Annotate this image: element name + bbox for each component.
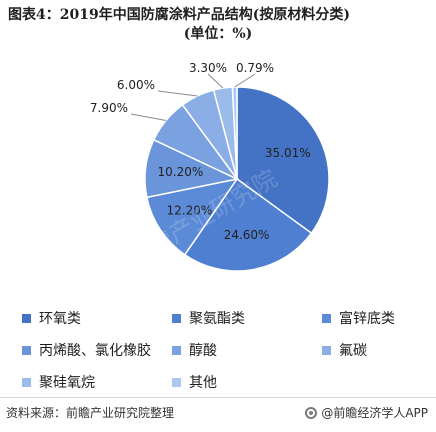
legend-item: 聚硅氧烷: [22, 372, 95, 392]
leader-line: [130, 113, 167, 121]
legend-label: 聚氨酯类: [189, 311, 245, 327]
leader-line: [207, 73, 224, 89]
slice-value-label: 7.90%: [90, 101, 128, 115]
legend-label: 其他: [189, 375, 217, 391]
pie-slice: [183, 177, 313, 272]
legend-swatch: [172, 345, 181, 355]
slice-value-label: 10.20%: [158, 165, 204, 179]
legend-label: 醇酸: [189, 343, 217, 359]
legend-swatch: [322, 313, 331, 323]
legend-swatch: [22, 377, 31, 387]
slice-value-label: 35.01%: [265, 146, 311, 160]
pie-slice: [236, 86, 330, 235]
legend-swatch: [22, 345, 31, 355]
legend-swatch: [22, 313, 31, 323]
slice-value-label: 0.79%: [236, 61, 274, 75]
legend-swatch: [322, 345, 331, 355]
legend-item: 氟碳: [322, 340, 367, 360]
source-note: 资料来源：前瞻产业研究院整理: [6, 406, 175, 420]
legend-item: 环氧类: [22, 308, 81, 328]
slice-value-label: 6.00%: [117, 78, 155, 92]
pie-chart: 35.01% 24.60% 12.20% 10.20% 7.90% 6.00% 3.30% 0…: [90, 61, 330, 272]
legend-label: 丙烯酸、氯化橡胶: [39, 343, 151, 359]
brand-text: @前瞻经济学人APP: [321, 406, 428, 420]
legend-swatch: [172, 377, 181, 387]
legend-item: 丙烯酸、氯化橡胶: [22, 340, 151, 360]
slice-value-label: 3.30%: [189, 61, 227, 75]
slice-value-label: 12.20%: [167, 203, 213, 217]
title-line-1: 图表4：2019年中国防腐涂料产品结构(按原材料分类): [8, 7, 350, 23]
leader-lines: [130, 73, 256, 121]
legend-label: 环氧类: [39, 311, 81, 327]
pie-slice: [145, 177, 239, 256]
legend-label: 氟碳: [339, 343, 367, 359]
legend-label: 聚硅氧烷: [39, 375, 95, 391]
legend-item: 富锌底类: [322, 308, 395, 328]
footer-divider: [0, 397, 436, 398]
slice-value-label: 24.60%: [224, 228, 270, 242]
legend-item: 其他: [172, 372, 217, 392]
brand-credit: @前瞻经济学人APP: [305, 404, 428, 421]
legend-item: 醇酸: [172, 340, 217, 360]
brand-logo-icon: [305, 406, 318, 419]
slice-labels: 35.01% 24.60% 12.20% 10.20% 7.90% 6.00% 3.30% 0…: [90, 61, 311, 242]
leader-line: [234, 73, 256, 88]
chart-title: 图表4：2019年中国防腐涂料产品结构(按原材料分类) (单位：%): [8, 6, 428, 44]
legend-label: 富锌底类: [339, 311, 395, 327]
legend-swatch: [172, 313, 181, 323]
legend-item: 聚氨酯类: [172, 308, 245, 328]
leader-line: [157, 90, 198, 97]
title-line-2: (单位：%): [183, 26, 253, 42]
